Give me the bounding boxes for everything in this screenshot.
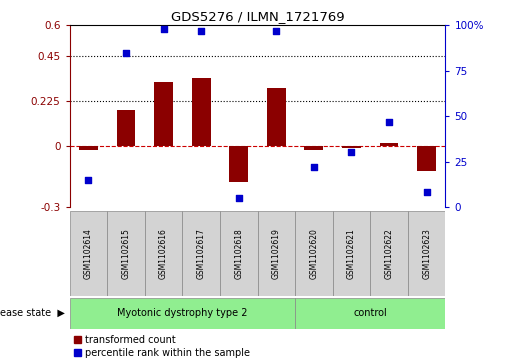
Bar xyxy=(295,211,333,296)
Text: GSM1102622: GSM1102622 xyxy=(385,228,393,278)
Bar xyxy=(70,211,107,296)
Bar xyxy=(192,78,211,146)
Text: control: control xyxy=(353,308,387,318)
Text: GSM1102617: GSM1102617 xyxy=(197,228,205,279)
Bar xyxy=(70,298,295,329)
Bar xyxy=(295,298,445,329)
Bar xyxy=(370,211,408,296)
Point xyxy=(197,28,205,34)
Text: GSM1102615: GSM1102615 xyxy=(122,228,130,279)
Text: Myotonic dystrophy type 2: Myotonic dystrophy type 2 xyxy=(117,308,248,318)
Point xyxy=(122,50,130,56)
Bar xyxy=(116,110,135,146)
Point xyxy=(84,177,93,183)
Bar xyxy=(342,146,361,148)
Bar xyxy=(417,146,436,171)
Point xyxy=(347,150,355,155)
Text: GSM1102614: GSM1102614 xyxy=(84,228,93,279)
Text: GSM1102623: GSM1102623 xyxy=(422,228,431,279)
Point xyxy=(160,26,168,32)
Bar xyxy=(304,146,323,150)
Bar xyxy=(333,211,370,296)
Text: disease state  ▶: disease state ▶ xyxy=(0,308,64,318)
Bar xyxy=(154,82,173,146)
Point xyxy=(310,164,318,170)
Bar xyxy=(145,211,182,296)
Bar xyxy=(229,146,248,182)
Bar xyxy=(107,211,145,296)
Point xyxy=(385,119,393,125)
Point xyxy=(235,195,243,201)
Text: GSM1102616: GSM1102616 xyxy=(159,228,168,279)
Bar xyxy=(267,88,286,146)
Point xyxy=(423,189,431,195)
Text: GSM1102620: GSM1102620 xyxy=(310,228,318,279)
Text: GSM1102621: GSM1102621 xyxy=(347,228,356,278)
Text: GSM1102618: GSM1102618 xyxy=(234,228,243,278)
Bar xyxy=(79,146,98,150)
Bar xyxy=(220,211,258,296)
Bar xyxy=(408,211,445,296)
Bar xyxy=(258,211,295,296)
Title: GDS5276 / ILMN_1721769: GDS5276 / ILMN_1721769 xyxy=(170,10,345,23)
Point xyxy=(272,28,280,34)
Legend: transformed count, percentile rank within the sample: transformed count, percentile rank withi… xyxy=(74,335,250,358)
Bar xyxy=(380,143,399,146)
Bar xyxy=(182,211,220,296)
Text: GSM1102619: GSM1102619 xyxy=(272,228,281,279)
